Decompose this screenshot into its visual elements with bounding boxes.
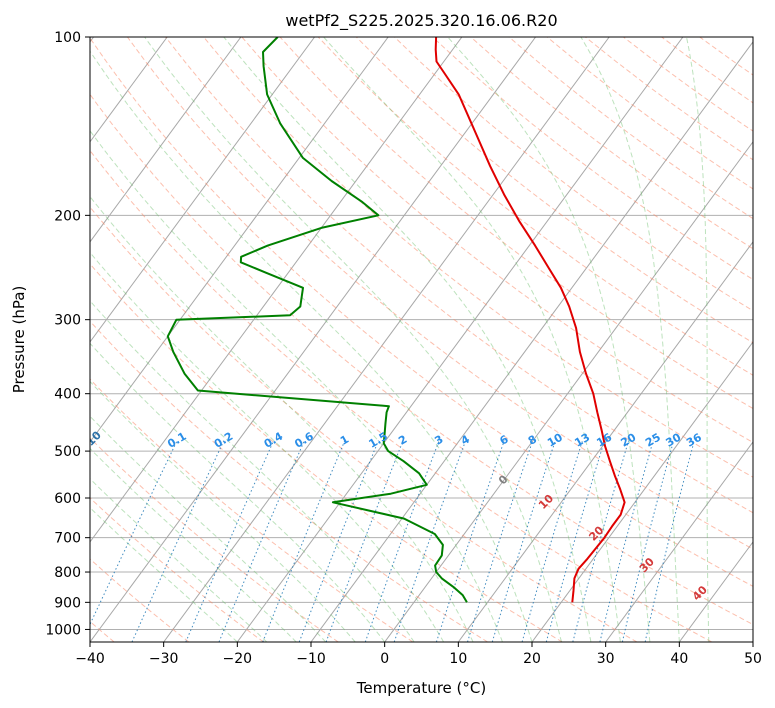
x-tick-label: 40: [670, 651, 688, 667]
dry-adiabat-line: [90, 149, 712, 642]
axes-layer: −40 −30 −20 −10 0 10 20 30 40 50 100 200 300 400 500 60…: [45, 30, 762, 667]
dry-adiabat-line: [90, 378, 414, 642]
mixing-ratio-line: [599, 440, 654, 642]
moist-adiabat-line: [580, 37, 680, 642]
x-tick-label: 0: [380, 651, 389, 667]
moist-adiabat-line: [90, 195, 474, 642]
dry-adiabat-line: [90, 93, 753, 626]
isotherm-gridline: [90, 37, 168, 143]
mixing-ratio-line: [131, 440, 225, 642]
moist-adiabat-line: [144, 37, 562, 642]
isotherm-gridline: [90, 37, 316, 343]
x-axis-title: Temperature (°C): [356, 679, 486, 697]
mixing-ratio-line: [521, 440, 583, 642]
x-tick-label: −20: [223, 651, 253, 667]
moist-adiabat-line: [90, 251, 445, 642]
moist-adiabat-line: [447, 37, 651, 642]
dry-adiabat-line: [90, 37, 753, 587]
moist-adiabat-line: [223, 37, 592, 642]
dry-adiabat-line: [126, 37, 753, 550]
moist-adiabat-line: [90, 415, 327, 642]
dry-adiabat-line: [90, 558, 190, 642]
mixing-ratio-line: [572, 440, 630, 642]
y-axis-title: Pressure (hPa): [10, 286, 28, 394]
dry-adiabat-line: [317, 37, 753, 376]
isotherm-gridline: [163, 37, 610, 642]
isotherm-gridline: [90, 37, 389, 443]
moist-adiabat-line: [323, 37, 621, 642]
mixing-ratio-line: [491, 440, 556, 642]
y-tick-label: 500: [54, 444, 81, 460]
moist-adiabat-line: [686, 37, 710, 642]
dry-adiabat-line: [90, 206, 638, 642]
moist-adiabat-line: [90, 478, 268, 642]
isotherm-gridline: [384, 140, 753, 642]
dry-adiabat-line: [279, 37, 753, 410]
dry-adiabat-line: [90, 263, 563, 642]
dewpoint-profile-line: [166, 37, 468, 603]
dry-adiabat-line: [165, 37, 753, 514]
grid-layer: [90, 37, 753, 642]
isotherm-gridline: [90, 37, 537, 642]
y-tick-label: 700: [54, 531, 81, 547]
x-tick-label: −10: [296, 651, 326, 667]
moist-adiabat-line: [90, 300, 415, 642]
mixing-ratio-line: [393, 440, 467, 642]
plot-frame: [89, 36, 754, 643]
x-tick-label: 20: [523, 651, 541, 667]
mixing-ratio-line: [185, 440, 275, 642]
y-tick-label: 400: [54, 387, 81, 403]
moist-adiabat-line: [90, 447, 297, 642]
isotherm-gridline: [90, 37, 242, 243]
isotherm-gridline: [531, 341, 753, 642]
mixing-ratio-line: [545, 440, 605, 642]
y-tick-label: 100: [54, 30, 81, 46]
isotherm-gridline: [310, 41, 753, 642]
y-tick-label: 600: [54, 491, 81, 507]
x-tick-label: 10: [449, 651, 467, 667]
x-tick-label: 50: [744, 651, 762, 667]
y-tick-label: 300: [54, 313, 81, 329]
x-tick-label: −30: [149, 651, 179, 667]
isotherm-gridline: [90, 37, 463, 543]
moist-adiabat-line: [90, 380, 356, 642]
isotherm-gridline: [605, 441, 753, 642]
y-tick-label: 1000: [45, 622, 81, 638]
chart-title: wetPf2_S225.2025.320.16.06.R20: [285, 11, 557, 31]
y-tick-label: 900: [54, 595, 81, 611]
x-tick-label: 30: [597, 651, 615, 667]
mixing-ratio-line: [621, 440, 675, 642]
y-tick-label: 200: [54, 208, 81, 224]
isotherm-gridline: [457, 241, 753, 642]
mixing-ratio-line: [644, 440, 695, 642]
x-tick-label: −40: [75, 651, 105, 667]
dry-adiabat-line: [394, 37, 753, 312]
mixing-ratio-line: [218, 440, 305, 642]
data-layer: [166, 37, 626, 603]
y-tick-label: 800: [54, 565, 81, 581]
mixing-ratio-line: [467, 440, 534, 642]
isotherm-gridline: [236, 37, 684, 642]
temperature-profile-line: [434, 37, 626, 603]
